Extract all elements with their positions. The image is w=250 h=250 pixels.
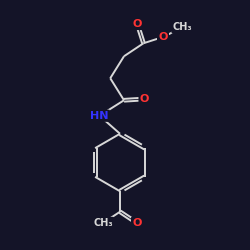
Text: O: O: [132, 218, 142, 228]
Text: O: O: [140, 94, 149, 104]
Text: HN: HN: [90, 111, 109, 121]
Text: O: O: [158, 32, 168, 42]
Text: O: O: [132, 19, 142, 29]
Text: CH₃: CH₃: [93, 218, 113, 228]
Text: CH₃: CH₃: [173, 22, 192, 32]
